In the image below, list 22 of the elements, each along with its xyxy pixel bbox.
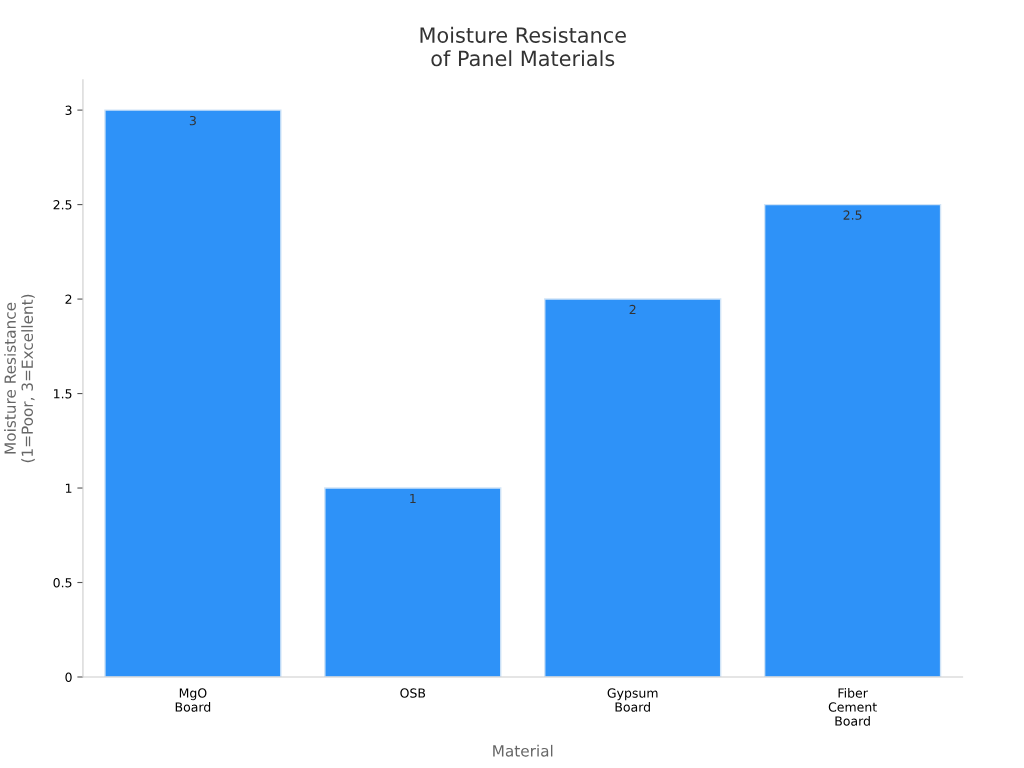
y-tick-label: 0.5 [53, 577, 72, 588]
bar [104, 109, 282, 677]
y-tick-label: 1 [65, 483, 72, 493]
bar [544, 298, 722, 677]
y-tick-label: 1.5 [54, 389, 72, 399]
bar [324, 487, 502, 677]
x-tick-label: OSB [400, 688, 426, 698]
y-tick-label: 2 [65, 294, 72, 304]
chart-title: Moisture Resistance of Panel Materials [420, 26, 626, 67]
x-tick-label: MgO Board [175, 688, 211, 712]
x-tick-label: Gypsum Board [607, 688, 658, 712]
data-label: 2.5 [843, 210, 862, 220]
x-axis-title: Material [493, 744, 553, 757]
data-label: 3 [189, 115, 196, 126]
data-label: 2 [629, 304, 636, 315]
y-tick-label: 3 [65, 105, 72, 116]
y-tick-label: 0 [65, 672, 72, 682]
data-label: 1 [410, 493, 416, 504]
y-axis-title: Moisture Resistance (1=Poor, 3=Excellent) [4, 294, 35, 463]
bar [763, 203, 942, 677]
y-tick-label: 2.5 [53, 200, 72, 210]
x-tick-label: Fiber Cement Board [828, 688, 877, 726]
